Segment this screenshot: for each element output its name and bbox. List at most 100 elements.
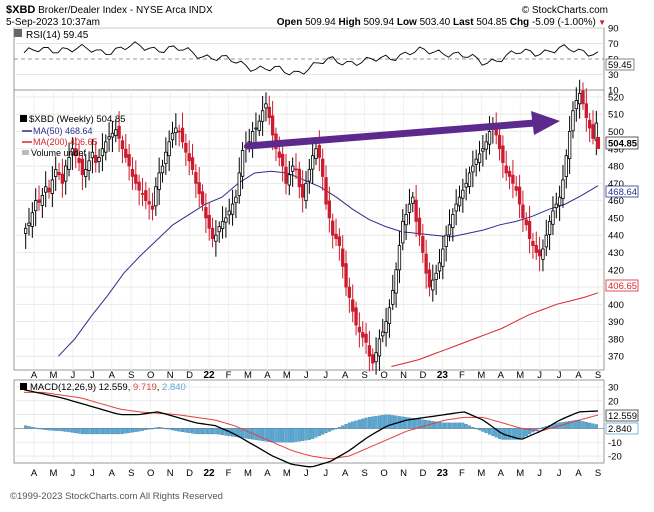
time-axis-label: M	[49, 468, 57, 479]
ma200-legend: MA(200) 406.65	[33, 137, 98, 147]
time-axis-label: J	[304, 468, 309, 479]
macd-histogram-bar	[518, 428, 522, 440]
rsi-line	[23, 41, 599, 76]
candle-body	[534, 245, 538, 253]
macd-histogram-bar	[130, 428, 134, 433]
time-axis-label: 23	[437, 468, 449, 479]
candle-body	[321, 158, 325, 177]
macd-histogram-bar	[164, 428, 168, 430]
candle-body	[537, 249, 542, 257]
candle-body	[234, 196, 238, 204]
macd-histogram-bar	[331, 428, 335, 431]
macd-line	[23, 389, 599, 468]
macd-legend-macd: 12.559	[99, 382, 128, 393]
macd-histogram-bar	[387, 414, 391, 429]
candle-body	[384, 321, 388, 334]
macd-histogram-bar	[257, 428, 261, 441]
candle-body	[120, 140, 125, 150]
candle-body	[331, 220, 335, 236]
candle-body	[564, 155, 568, 177]
candle-body	[267, 106, 271, 119]
macd-histogram-bar	[194, 428, 198, 434]
time-axis-label: F	[459, 468, 465, 479]
macd-histogram-bar	[191, 428, 195, 434]
chart-title: $XBD Broker/Dealer Index - NYSE Arca IND…	[6, 5, 213, 17]
time-axis-label: J	[323, 468, 328, 479]
candle-body	[297, 168, 301, 188]
candle-body	[130, 169, 135, 177]
candle-body	[317, 145, 322, 158]
macd-histogram-bar	[34, 427, 38, 429]
time-axis-label: M	[283, 468, 291, 479]
candle-body	[124, 148, 128, 158]
candle-body	[381, 331, 385, 337]
time-axis-label: A	[498, 370, 505, 381]
candle-body	[504, 165, 508, 174]
rsi-legend: RSI(14) 59.45	[26, 30, 89, 41]
candle-body	[30, 212, 35, 227]
time-axis-lower: A M J J A S O N D 22 F M A M J J A S O N D 23 F M A M J J A S	[31, 468, 601, 479]
time-axis-label: J	[537, 370, 542, 381]
time-axis-label: D	[420, 370, 427, 381]
rsi-tick-label: 70	[608, 39, 619, 50]
candle-body	[431, 279, 435, 291]
candle-body	[487, 131, 492, 145]
macd-histogram-bar	[431, 421, 435, 429]
macd-legend: MACD(12,26,9) 12.559, 9.719, 2.840	[30, 382, 186, 393]
quote-label: Low	[396, 17, 420, 28]
time-axis-label: S	[595, 370, 601, 381]
macd-histogram-bar	[284, 428, 288, 443]
macd-histogram-bar	[104, 428, 108, 435]
macd-histogram-bar	[27, 426, 31, 429]
time-axis-label: M	[516, 468, 524, 479]
macd-histogram-bar	[417, 419, 421, 429]
quote-value: -5.09 (-1.00%)	[531, 17, 596, 28]
macd-histogram-bar	[267, 428, 271, 442]
candle-body	[351, 299, 355, 312]
time-axis-label: O	[380, 468, 387, 479]
candle-body	[157, 172, 161, 190]
quote-label: Chg	[509, 17, 532, 28]
candle-body	[220, 220, 225, 229]
ma50-badge: 468.64	[608, 187, 637, 198]
candle-body	[471, 165, 475, 173]
candle-body	[127, 154, 131, 167]
candle-body	[464, 182, 468, 188]
candle-body	[394, 269, 398, 294]
ma50-line	[58, 170, 599, 357]
time-axis-label: J	[90, 370, 95, 381]
macd-histogram-bar	[100, 428, 104, 435]
price-tick-label: 400	[608, 300, 624, 311]
candle-body	[174, 127, 178, 134]
macd-legend-hist: 2.840	[162, 382, 186, 393]
macd-signal-line	[24, 391, 599, 460]
candle-body	[437, 262, 442, 272]
time-axis-label: A	[498, 468, 505, 479]
candle-body	[240, 150, 245, 177]
macd-histogram-bar	[324, 428, 328, 434]
candle-body	[417, 217, 422, 236]
time-axis-label: J	[71, 468, 76, 479]
macd-histogram-bar	[411, 418, 415, 429]
macd-histogram-bar	[80, 428, 84, 435]
candle-body	[377, 338, 382, 357]
macd-histogram-bar	[291, 428, 295, 443]
candle-body	[577, 93, 582, 105]
candle-body	[524, 219, 528, 226]
candle-body	[401, 220, 405, 244]
candle-body	[287, 174, 291, 186]
candle-body	[217, 226, 221, 233]
macd-tick-label: -20	[608, 452, 622, 463]
macd-histogram-bar	[447, 422, 452, 429]
macd-histogram-bar	[47, 428, 51, 431]
candle-body	[307, 169, 311, 182]
candle-body	[254, 127, 258, 130]
macd-histogram-bar	[114, 428, 118, 435]
macd-histogram-bar	[504, 428, 508, 440]
candle-body	[474, 158, 478, 165]
rsi-panel: 9070503010 RSI(14) 59.45 59.45	[13, 24, 635, 97]
macd-histogram-bar	[344, 424, 348, 429]
candle-body	[551, 210, 555, 225]
rsi-tick-label: 30	[608, 70, 619, 81]
candle-body	[44, 186, 48, 193]
